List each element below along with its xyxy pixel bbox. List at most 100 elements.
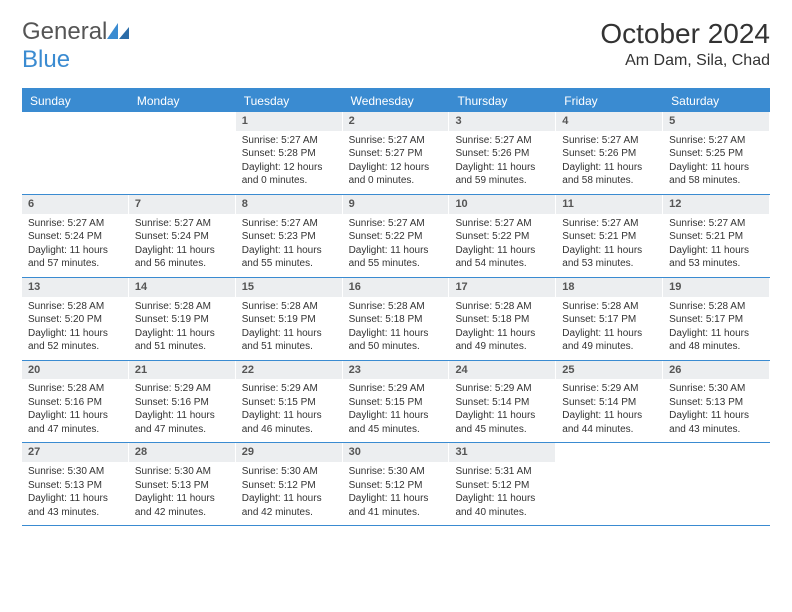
sunrise-text: Sunrise: 5:27 AM [562, 217, 656, 231]
daylight-text: Daylight: 11 hours and 58 minutes. [669, 161, 763, 188]
daylight-text: Daylight: 11 hours and 42 minutes. [242, 492, 336, 519]
sunset-text: Sunset: 5:14 PM [455, 396, 549, 410]
day-number: 1 [236, 112, 342, 131]
sunset-text: Sunset: 5:19 PM [135, 313, 229, 327]
day-number: 28 [129, 443, 235, 462]
sunrise-text: Sunrise: 5:30 AM [349, 465, 443, 479]
day-content: Sunrise: 5:28 AMSunset: 5:19 PMDaylight:… [236, 297, 342, 360]
sunrise-text: Sunrise: 5:31 AM [455, 465, 549, 479]
day-number: 30 [343, 443, 449, 462]
day-content: Sunrise: 5:30 AMSunset: 5:12 PMDaylight:… [343, 462, 449, 525]
daylight-text: Daylight: 11 hours and 54 minutes. [455, 244, 549, 271]
sunset-text: Sunset: 5:15 PM [242, 396, 336, 410]
day-content: Sunrise: 5:27 AMSunset: 5:21 PMDaylight:… [663, 214, 769, 277]
sunset-text: Sunset: 5:24 PM [28, 230, 122, 244]
day-cell: 15Sunrise: 5:28 AMSunset: 5:19 PMDayligh… [236, 278, 343, 360]
day-content: Sunrise: 5:27 AMSunset: 5:27 PMDaylight:… [343, 131, 449, 194]
day-content: Sunrise: 5:27 AMSunset: 5:28 PMDaylight:… [236, 131, 342, 194]
day-number: 19 [663, 278, 769, 297]
day-content: Sunrise: 5:29 AMSunset: 5:14 PMDaylight:… [449, 379, 555, 442]
daylight-text: Daylight: 11 hours and 55 minutes. [349, 244, 443, 271]
sunrise-text: Sunrise: 5:30 AM [242, 465, 336, 479]
day-content: Sunrise: 5:28 AMSunset: 5:17 PMDaylight:… [556, 297, 662, 360]
day-number: 18 [556, 278, 662, 297]
day-cell: 20Sunrise: 5:28 AMSunset: 5:16 PMDayligh… [22, 361, 129, 443]
sunset-text: Sunset: 5:26 PM [562, 147, 656, 161]
sunrise-text: Sunrise: 5:28 AM [669, 300, 763, 314]
day-number: 22 [236, 361, 342, 380]
sunset-text: Sunset: 5:14 PM [562, 396, 656, 410]
day-cell: 3Sunrise: 5:27 AMSunset: 5:26 PMDaylight… [449, 112, 556, 194]
day-number: 23 [343, 361, 449, 380]
sunrise-text: Sunrise: 5:28 AM [28, 382, 122, 396]
day-number: 4 [556, 112, 662, 131]
daylight-text: Daylight: 11 hours and 47 minutes. [135, 409, 229, 436]
daylight-text: Daylight: 11 hours and 50 minutes. [349, 327, 443, 354]
sunrise-text: Sunrise: 5:27 AM [669, 217, 763, 231]
day-cell: 26Sunrise: 5:30 AMSunset: 5:13 PMDayligh… [663, 361, 770, 443]
day-content: Sunrise: 5:29 AMSunset: 5:14 PMDaylight:… [556, 379, 662, 442]
day-number: 6 [22, 195, 128, 214]
sunrise-text: Sunrise: 5:28 AM [562, 300, 656, 314]
sunset-text: Sunset: 5:28 PM [242, 147, 336, 161]
daylight-text: Daylight: 11 hours and 52 minutes. [28, 327, 122, 354]
logo-text: GeneralBlue [22, 18, 129, 74]
day-cell [129, 112, 236, 194]
day-cell [663, 443, 770, 525]
day-content: Sunrise: 5:28 AMSunset: 5:20 PMDaylight:… [22, 297, 128, 360]
sunset-text: Sunset: 5:17 PM [669, 313, 763, 327]
day-cell: 30Sunrise: 5:30 AMSunset: 5:12 PMDayligh… [343, 443, 450, 525]
day-cell: 11Sunrise: 5:27 AMSunset: 5:21 PMDayligh… [556, 195, 663, 277]
day-content: Sunrise: 5:27 AMSunset: 5:24 PMDaylight:… [129, 214, 235, 277]
day-number: 12 [663, 195, 769, 214]
day-number: 24 [449, 361, 555, 380]
sunrise-text: Sunrise: 5:27 AM [455, 134, 549, 148]
logo: GeneralBlue [22, 18, 129, 74]
weeks-container: 1Sunrise: 5:27 AMSunset: 5:28 PMDaylight… [22, 112, 770, 526]
sunrise-text: Sunrise: 5:27 AM [349, 217, 443, 231]
day-content: Sunrise: 5:31 AMSunset: 5:12 PMDaylight:… [449, 462, 555, 525]
day-content: Sunrise: 5:27 AMSunset: 5:25 PMDaylight:… [663, 131, 769, 194]
daylight-text: Daylight: 11 hours and 58 minutes. [562, 161, 656, 188]
week-row: 1Sunrise: 5:27 AMSunset: 5:28 PMDaylight… [22, 112, 770, 195]
day-cell: 22Sunrise: 5:29 AMSunset: 5:15 PMDayligh… [236, 361, 343, 443]
day-content: Sunrise: 5:29 AMSunset: 5:15 PMDaylight:… [236, 379, 342, 442]
day-content: Sunrise: 5:27 AMSunset: 5:23 PMDaylight:… [236, 214, 342, 277]
day-cell: 1Sunrise: 5:27 AMSunset: 5:28 PMDaylight… [236, 112, 343, 194]
day-cell: 29Sunrise: 5:30 AMSunset: 5:12 PMDayligh… [236, 443, 343, 525]
daylight-text: Daylight: 11 hours and 56 minutes. [135, 244, 229, 271]
sunset-text: Sunset: 5:16 PM [135, 396, 229, 410]
day-number: 20 [22, 361, 128, 380]
sunset-text: Sunset: 5:27 PM [349, 147, 443, 161]
sunrise-text: Sunrise: 5:30 AM [135, 465, 229, 479]
day-cell: 14Sunrise: 5:28 AMSunset: 5:19 PMDayligh… [129, 278, 236, 360]
daylight-text: Daylight: 11 hours and 51 minutes. [135, 327, 229, 354]
location: Am Dam, Sila, Chad [600, 52, 770, 70]
sunset-text: Sunset: 5:24 PM [135, 230, 229, 244]
header: GeneralBlue October 2024 Am Dam, Sila, C… [22, 18, 770, 74]
day-content: Sunrise: 5:28 AMSunset: 5:19 PMDaylight:… [129, 297, 235, 360]
day-content: Sunrise: 5:28 AMSunset: 5:18 PMDaylight:… [449, 297, 555, 360]
sunrise-text: Sunrise: 5:29 AM [455, 382, 549, 396]
day-cell: 31Sunrise: 5:31 AMSunset: 5:12 PMDayligh… [449, 443, 556, 525]
sunset-text: Sunset: 5:13 PM [669, 396, 763, 410]
day-number: 25 [556, 361, 662, 380]
sunset-text: Sunset: 5:12 PM [242, 479, 336, 493]
day-content: Sunrise: 5:29 AMSunset: 5:15 PMDaylight:… [343, 379, 449, 442]
sunrise-text: Sunrise: 5:28 AM [28, 300, 122, 314]
day-cell [556, 443, 663, 525]
sunrise-text: Sunrise: 5:29 AM [562, 382, 656, 396]
weekday-sat: Saturday [663, 90, 770, 112]
sunset-text: Sunset: 5:18 PM [455, 313, 549, 327]
sunrise-text: Sunrise: 5:28 AM [135, 300, 229, 314]
day-cell: 2Sunrise: 5:27 AMSunset: 5:27 PMDaylight… [343, 112, 450, 194]
week-row: 6Sunrise: 5:27 AMSunset: 5:24 PMDaylight… [22, 195, 770, 278]
calendar: Sunday Monday Tuesday Wednesday Thursday… [22, 88, 770, 526]
daylight-text: Daylight: 11 hours and 40 minutes. [455, 492, 549, 519]
sunset-text: Sunset: 5:23 PM [242, 230, 336, 244]
day-cell: 19Sunrise: 5:28 AMSunset: 5:17 PMDayligh… [663, 278, 770, 360]
day-cell: 4Sunrise: 5:27 AMSunset: 5:26 PMDaylight… [556, 112, 663, 194]
day-cell: 8Sunrise: 5:27 AMSunset: 5:23 PMDaylight… [236, 195, 343, 277]
day-cell: 21Sunrise: 5:29 AMSunset: 5:16 PMDayligh… [129, 361, 236, 443]
daylight-text: Daylight: 11 hours and 53 minutes. [669, 244, 763, 271]
